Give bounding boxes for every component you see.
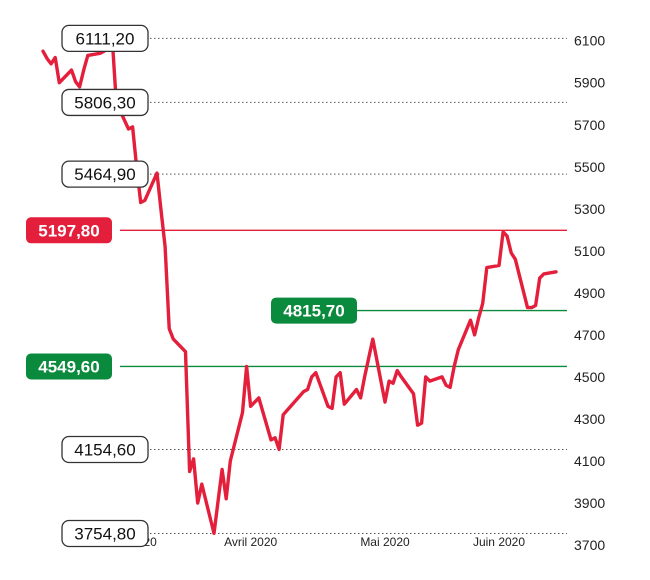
y-tick-label: 4300	[574, 411, 605, 427]
x-tick-label: Juin 2020	[473, 535, 525, 549]
series-line	[41, 36, 558, 536]
level-labels: 6111,20 5806,30 5464,90 5197,80 4815,70 4549,…	[26, 24, 357, 548]
y-tick-label: 5100	[574, 243, 605, 259]
level-label-text: 5464,90	[74, 165, 135, 184]
level-label: 4549,60	[26, 353, 112, 380]
level-label-box	[26, 353, 112, 380]
level-label: 4154,60	[61, 435, 149, 464]
level-label-box	[61, 24, 149, 53]
level-label: 3754,80	[61, 519, 149, 548]
level-label-box	[26, 217, 112, 244]
level-label: 5464,90	[61, 160, 149, 188]
level-label-text: 3754,80	[74, 524, 135, 543]
y-tick-label: 5500	[574, 159, 605, 175]
y-tick-label: 4700	[574, 327, 605, 343]
level-label-text: 5197,80	[38, 221, 99, 240]
y-tick-label: 5300	[574, 201, 605, 217]
y-tick-label: 4100	[574, 453, 605, 469]
level-label-box	[61, 519, 149, 548]
level-label: 6111,20	[61, 24, 149, 53]
level-label: 5806,30	[61, 88, 149, 117]
y-tick-label: 3900	[574, 495, 605, 511]
level-label-box	[61, 160, 149, 188]
y-tick-label: 4900	[574, 285, 605, 301]
y-axis: 6100 5900 5700 5500 5300 5100 4900 4700 4500 4300…	[574, 33, 605, 553]
level-label-text: 6111,20	[76, 29, 135, 48]
x-tick-label: Mai 2020	[360, 535, 410, 549]
level-label-text: 4815,70	[283, 302, 344, 321]
level-label-text: 5806,30	[74, 93, 135, 112]
y-tick-label: 5900	[574, 75, 605, 91]
y-tick-label: 4500	[574, 369, 605, 385]
y-tick-label: 6100	[574, 33, 605, 49]
y-tick-label: 5700	[574, 117, 605, 133]
level-label-box	[61, 88, 149, 117]
x-tick-label: Avril 2020	[224, 535, 277, 549]
y-tick-label: 3700	[574, 537, 605, 553]
level-lines	[120, 37, 567, 534]
level-label-box	[61, 435, 149, 464]
level-label-text: 4549,60	[38, 357, 99, 376]
level-label-box	[271, 297, 357, 324]
series-layer	[41, 36, 558, 536]
level-label: 5197,80	[26, 217, 112, 244]
level-label: 4815,70	[271, 297, 357, 324]
level-label-text: 4154,60	[74, 440, 135, 459]
